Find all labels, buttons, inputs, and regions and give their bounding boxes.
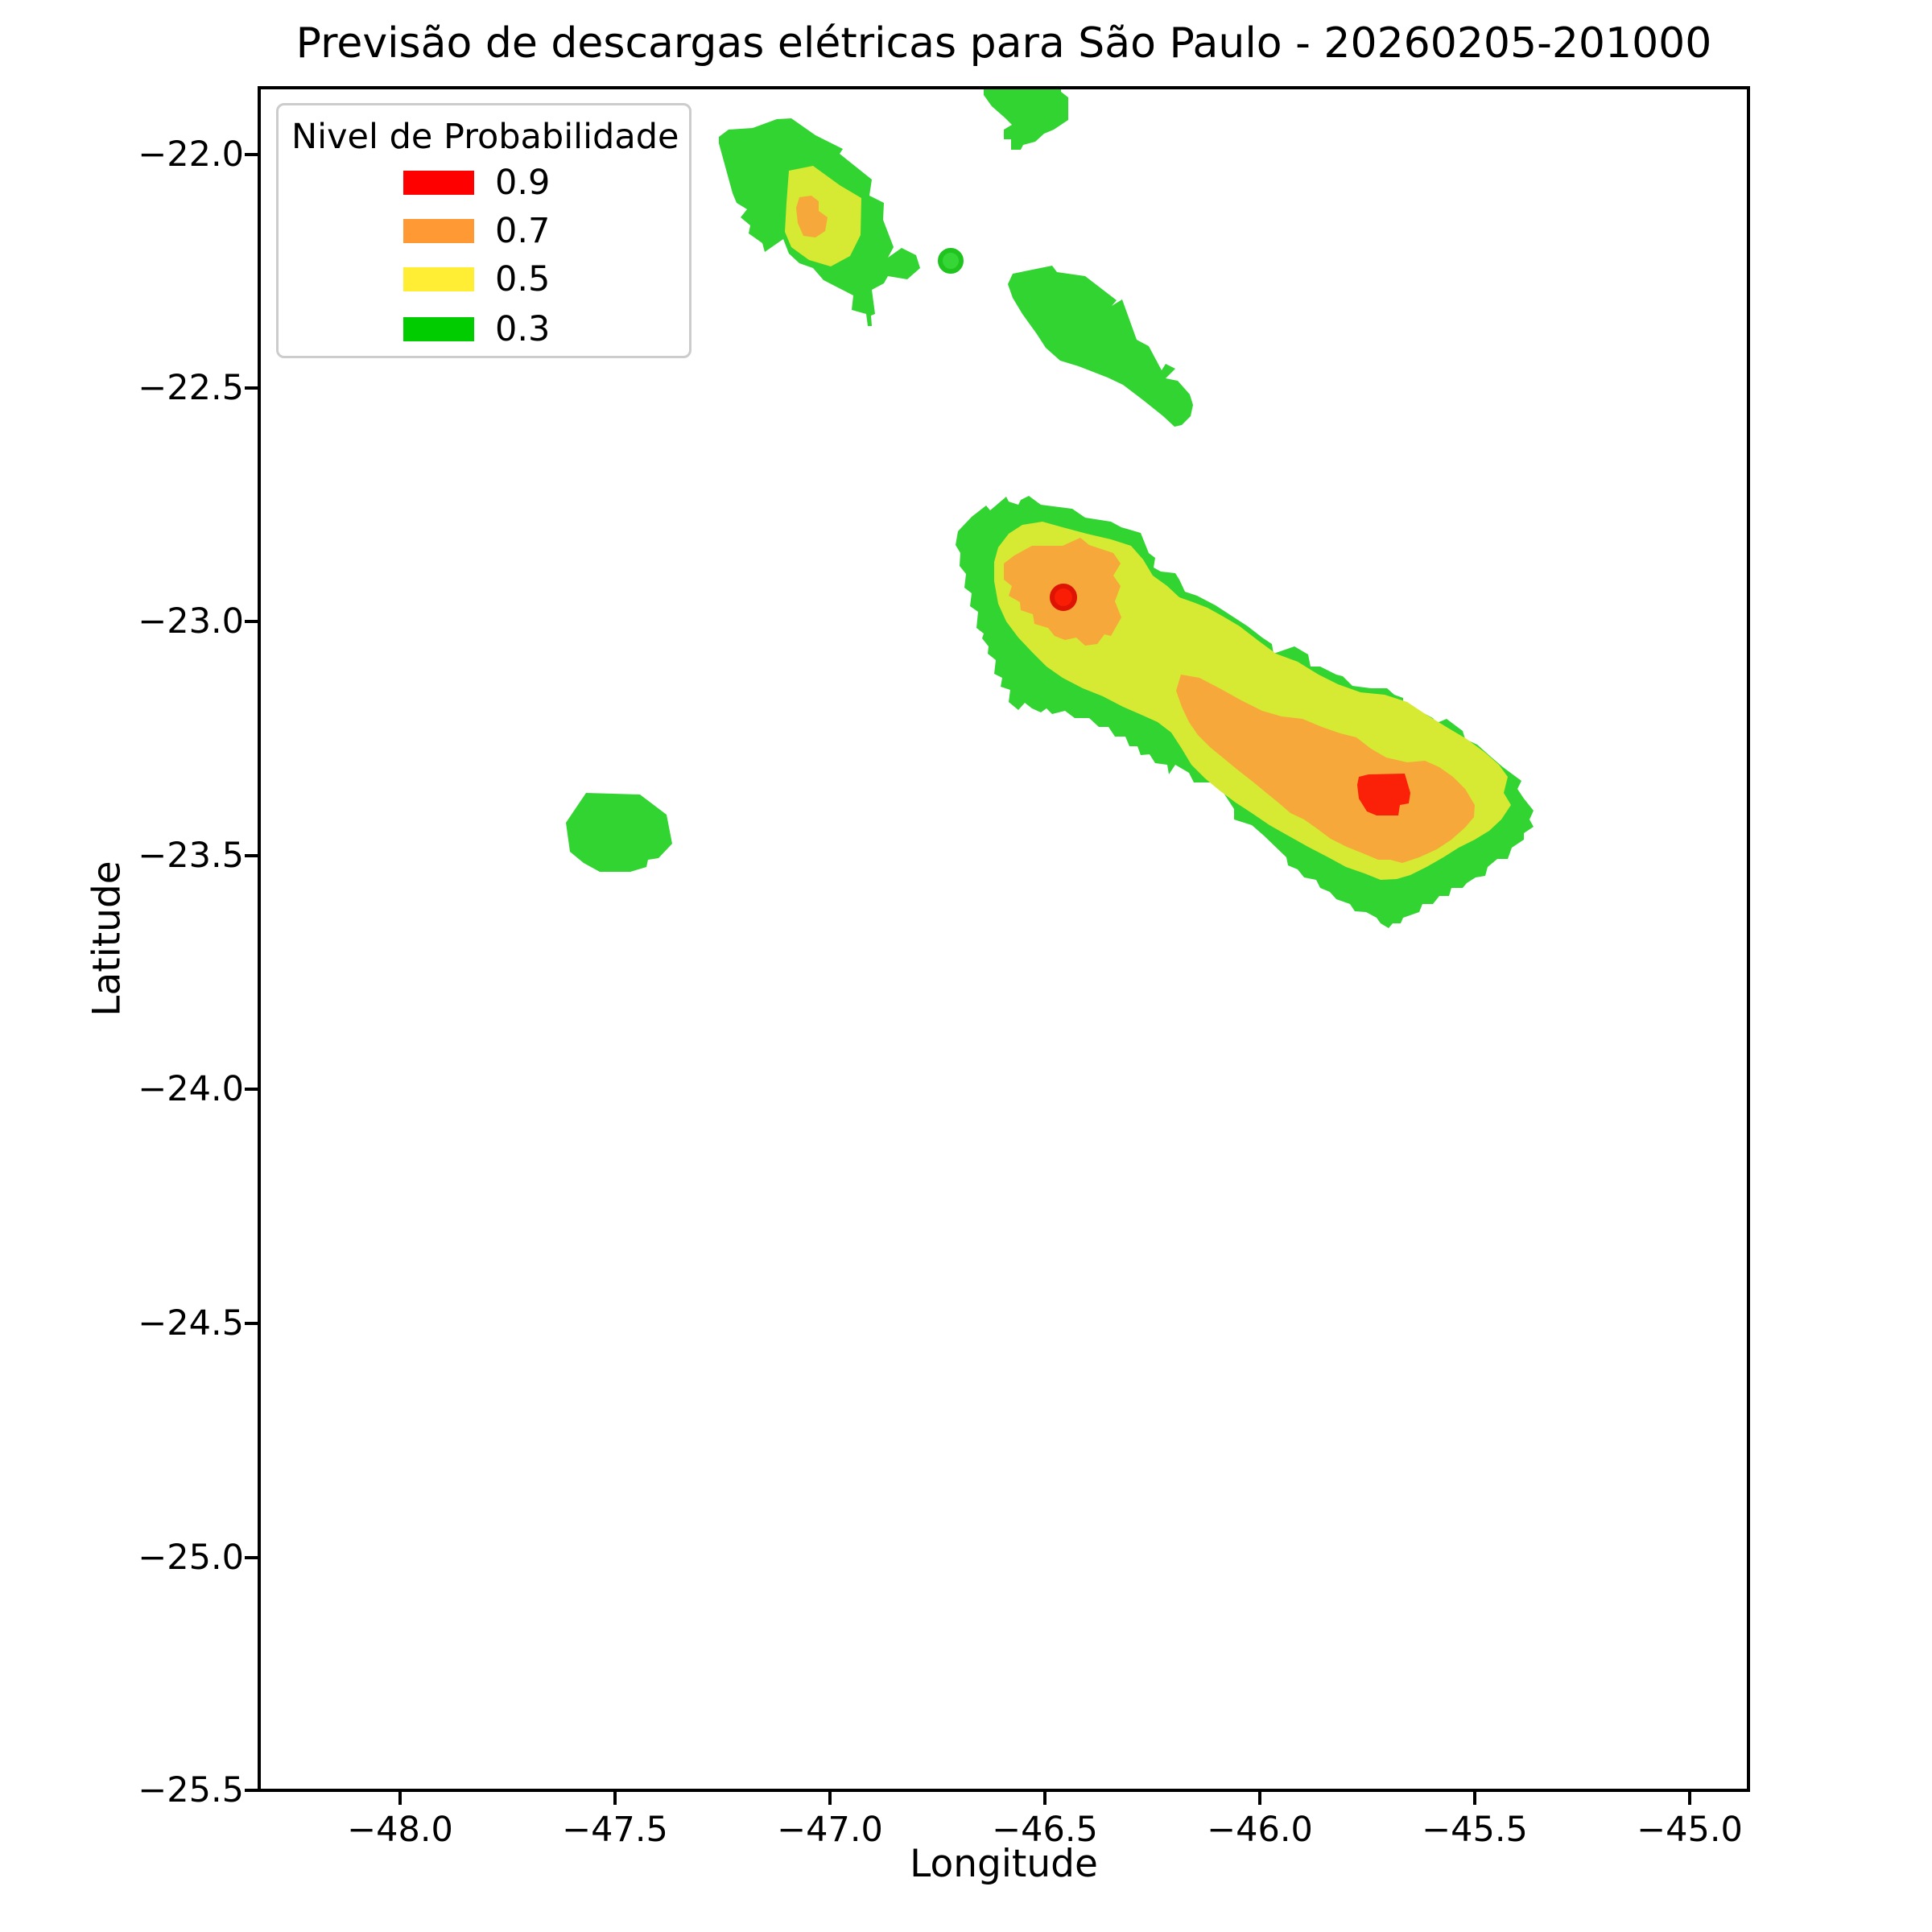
legend-item-label: 0.5: [495, 259, 551, 299]
y-tick-label: −25.5: [138, 1770, 244, 1810]
y-tick-label: −24.5: [138, 1303, 244, 1344]
x-tick-label: −45.0: [1637, 1810, 1743, 1850]
x-tick-label: −47.5: [562, 1810, 668, 1850]
x-tick-label: −48.0: [347, 1810, 453, 1850]
legend-item-0.7: 0.7: [403, 211, 551, 251]
x-tick-label: −45.5: [1422, 1810, 1528, 1850]
y-tick-label: −23.0: [138, 601, 244, 642]
chart-title: Previsão de descargas elétricas para São…: [295, 19, 1712, 68]
legend-swatch-0.3-icon: [403, 317, 474, 341]
region-east-red-core: [1357, 774, 1410, 815]
y-tick-label: −22.5: [138, 368, 244, 408]
legend-swatch-0.7-icon: [403, 219, 474, 243]
region-west-green-cell: [566, 793, 672, 872]
legend: Nivel de Probabilidade 0.9 0.7 0.5 0.3: [276, 103, 691, 358]
legend-title: Nivel de Probabilidade: [291, 117, 679, 157]
red-dot-marker: [1050, 584, 1077, 611]
legend-swatch-0.9-icon: [403, 171, 474, 195]
y-tick-label: −25.0: [138, 1538, 244, 1578]
y-tick-label: −23.5: [138, 836, 244, 876]
x-axis-label: Longitude: [910, 1842, 1098, 1886]
region-north-orange: [796, 196, 828, 237]
y-tick-label: −22.0: [138, 134, 244, 175]
axes-spine: [258, 86, 1750, 1792]
green-dot-marker: [938, 248, 964, 274]
legend-item-0.5: 0.5: [403, 259, 551, 299]
legend-item-label: 0.9: [495, 163, 551, 203]
region-east-orange-lobe: [1176, 675, 1475, 863]
legend-item-label: 0.7: [495, 211, 551, 251]
x-tick-label: −46.5: [992, 1810, 1098, 1850]
y-tick-label: −24.0: [138, 1069, 244, 1109]
x-tick-label: −47.0: [777, 1810, 883, 1850]
legend-item-label: 0.3: [495, 309, 551, 349]
y-axis-label: Latitude: [85, 861, 130, 1017]
legend-item-0.9: 0.9: [403, 163, 551, 203]
region-top-edge-green: [984, 88, 1068, 150]
x-tick-label: −46.0: [1207, 1810, 1313, 1850]
legend-item-0.3: 0.3: [403, 309, 551, 349]
region-midright-green: [1008, 266, 1193, 427]
legend-swatch-0.5-icon: [403, 267, 474, 291]
tick-marks-layer: [245, 153, 1691, 1805]
contour-regions-layer: [566, 88, 1534, 928]
